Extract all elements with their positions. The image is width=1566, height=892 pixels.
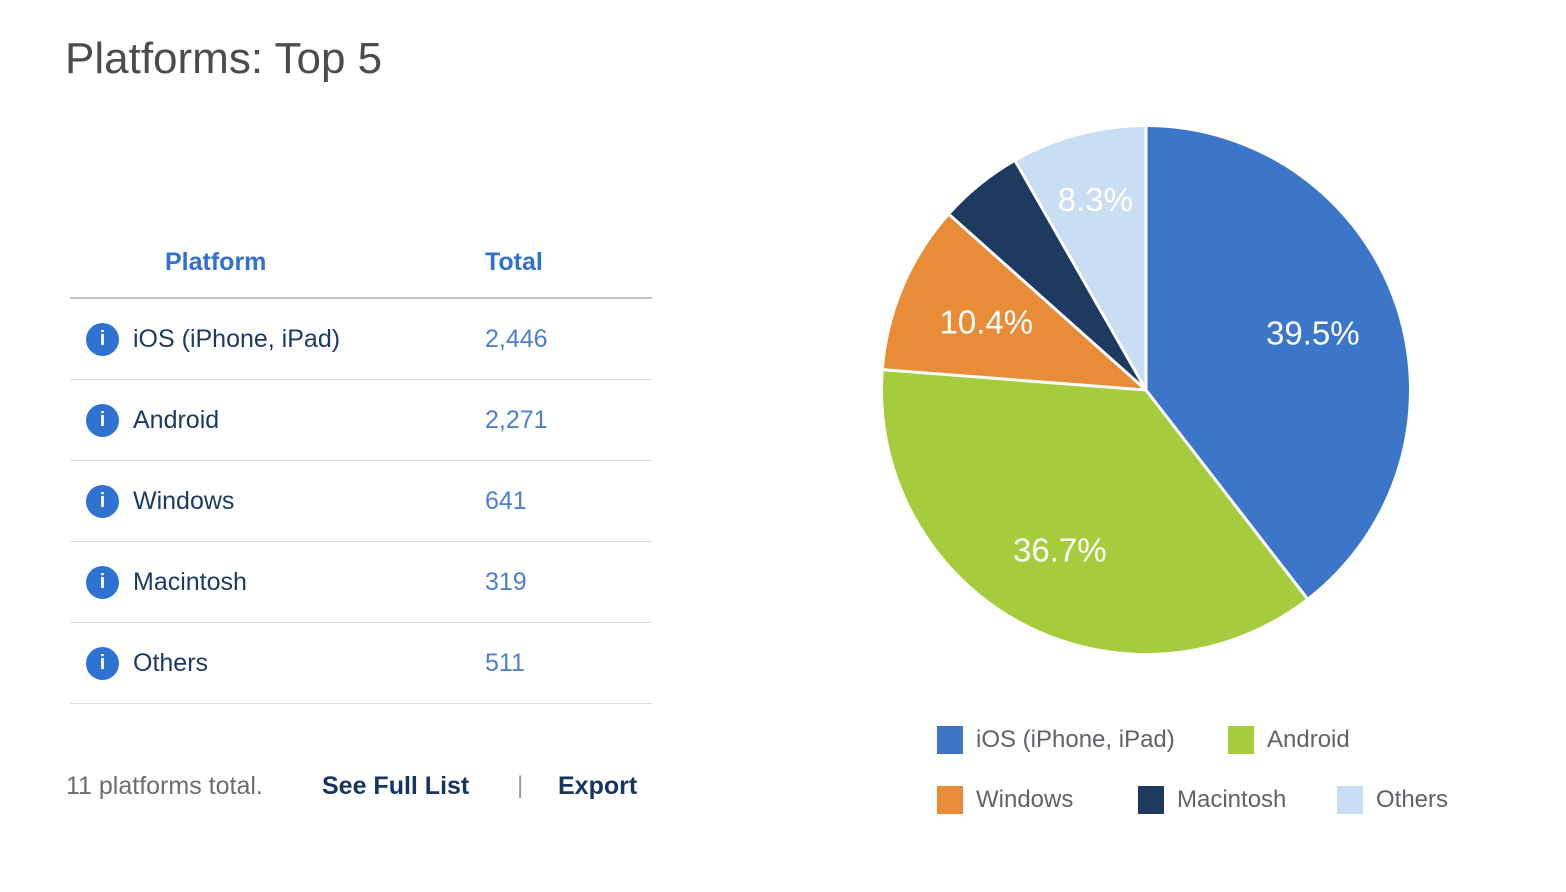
platform-total: 2,446 <box>485 324 548 353</box>
export-link[interactable]: Export <box>558 771 638 800</box>
legend-swatch <box>1228 726 1254 754</box>
info-icon[interactable]: i <box>86 404 119 437</box>
legend-label: Others <box>1376 786 1449 813</box>
table-header-row: Platform Total <box>70 228 652 299</box>
info-icon[interactable]: i <box>86 485 119 518</box>
platform-name: Others <box>133 648 209 677</box>
legend-swatch <box>1138 786 1164 814</box>
platforms-total-summary: 11 platforms total. <box>66 771 263 800</box>
info-icon[interactable]: i <box>86 647 119 680</box>
pie-percent-label: 8.3% <box>1058 181 1133 218</box>
pie-slice-ios-iphone-ipad[interactable] <box>1146 127 1410 599</box>
platforms-table: Platform Total i iOS (iPhone, iPad) 2,446 i… <box>70 228 652 704</box>
footer-separator: | <box>517 772 524 799</box>
legend-label: Macintosh <box>1177 786 1287 813</box>
legend-swatch <box>937 726 963 754</box>
pie-slice-macintosh[interactable] <box>949 161 1146 390</box>
column-header-platform: Platform <box>165 248 267 276</box>
info-icon[interactable]: i <box>86 323 119 356</box>
legend-item-ios-iphone-ipad[interactable]: iOS (iPhone, iPad) <box>937 726 1175 754</box>
table-row: i Others 511 <box>70 623 652 704</box>
pie-slice-windows[interactable] <box>883 215 1146 390</box>
table-row: i Macintosh 319 <box>70 542 652 623</box>
legend-label: iOS (iPhone, iPad) <box>976 726 1175 753</box>
table-row: i iOS (iPhone, iPad) 2,446 <box>70 299 652 380</box>
info-icon[interactable]: i <box>86 566 119 599</box>
platform-name: Macintosh <box>133 567 247 596</box>
pie-chart: 39.5% 36.7% 10.4% 8.3% <box>882 127 1410 654</box>
platform-name: iOS (iPhone, iPad) <box>133 324 341 353</box>
table-row: i Android 2,271 <box>70 380 652 461</box>
column-header-total: Total <box>485 248 543 276</box>
page-title: Platforms: Top 5 <box>65 34 383 83</box>
slice-separator <box>883 368 1147 392</box>
legend-item-windows[interactable]: Windows <box>937 786 1073 814</box>
legend-label: Windows <box>976 786 1074 813</box>
legend-label: Android <box>1267 726 1350 753</box>
slice-separator <box>948 213 1147 392</box>
pie-slice-others[interactable] <box>1015 127 1146 390</box>
pie-slice-android[interactable] <box>882 369 1307 654</box>
legend-swatch <box>1337 786 1363 814</box>
pie-percent-label: 39.5% <box>1266 315 1360 352</box>
chart-legend: iOS (iPhone, iPad) Android Windows Macintos… <box>937 726 1497 846</box>
platform-total: 641 <box>485 486 527 515</box>
table-footer: 11 platforms total. See Full List | Expo… <box>0 768 700 804</box>
platform-total: 2,271 <box>485 405 548 434</box>
legend-item-others[interactable]: Others <box>1337 786 1448 814</box>
platform-name: Windows <box>133 486 235 515</box>
platform-total: 319 <box>485 567 527 596</box>
table-body: i iOS (iPhone, iPad) 2,446 i Android 2,271 i Wi… <box>70 299 652 704</box>
platform-name: Android <box>133 405 220 434</box>
slice-separator <box>1144 389 1309 600</box>
legend-swatch <box>937 786 963 814</box>
legend-item-macintosh[interactable]: Macintosh <box>1138 786 1286 814</box>
legend-item-android[interactable]: Android <box>1228 726 1350 754</box>
table-row: i Windows 641 <box>70 461 652 542</box>
see-full-list-link[interactable]: See Full List <box>322 771 470 800</box>
slice-separator <box>1014 160 1148 391</box>
pie-percent-label: 36.7% <box>1013 531 1107 568</box>
platform-total: 511 <box>485 648 525 677</box>
pie-percent-label: 10.4% <box>940 304 1034 341</box>
